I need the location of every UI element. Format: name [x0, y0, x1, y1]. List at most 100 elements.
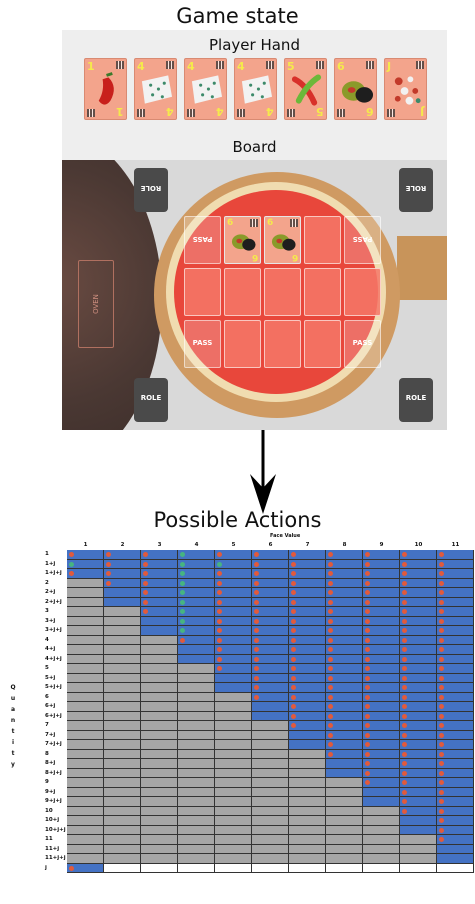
action-cell-available[interactable]: [141, 569, 178, 579]
action-cell-available[interactable]: [400, 673, 437, 683]
action-cell-available[interactable]: [178, 559, 215, 569]
action-cell-available[interactable]: [289, 626, 326, 636]
action-cell-available[interactable]: [363, 664, 400, 674]
action-cell-available[interactable]: [326, 616, 363, 626]
action-cell-available[interactable]: [252, 559, 289, 569]
action-cell-available[interactable]: [141, 550, 178, 560]
action-cell-available[interactable]: [437, 635, 474, 645]
action-cell-available[interactable]: [363, 721, 400, 731]
action-cell-available[interactable]: [400, 702, 437, 712]
action-cell-available[interactable]: [400, 588, 437, 598]
action-cell-available[interactable]: [437, 673, 474, 683]
action-cell-available[interactable]: [326, 569, 363, 579]
role-card-top-left[interactable]: ROLE: [134, 168, 168, 212]
action-cell-available[interactable]: [215, 559, 252, 569]
action-cell-available[interactable]: [215, 569, 252, 579]
action-cell-available[interactable]: [363, 559, 400, 569]
action-cell-available[interactable]: [252, 550, 289, 560]
action-cell-available[interactable]: [252, 626, 289, 636]
action-cell-available[interactable]: [400, 711, 437, 721]
action-cell-available[interactable]: [400, 654, 437, 664]
action-cell-available[interactable]: [437, 730, 474, 740]
action-cell-available[interactable]: [178, 569, 215, 579]
action-cell-available[interactable]: [363, 759, 400, 769]
action-cell-available[interactable]: [363, 607, 400, 617]
action-cell-available[interactable]: [400, 626, 437, 636]
action-cell-available[interactable]: [252, 673, 289, 683]
action-cell-available[interactable]: [252, 607, 289, 617]
action-cell-available[interactable]: [178, 588, 215, 598]
action-cell-available[interactable]: [252, 616, 289, 626]
action-cell-available[interactable]: [400, 683, 437, 693]
action-cell-available[interactable]: [363, 626, 400, 636]
action-cell-available[interactable]: [400, 806, 437, 816]
action-cell-available[interactable]: [178, 616, 215, 626]
action-cell-available[interactable]: [437, 683, 474, 693]
action-cell-available[interactable]: [289, 645, 326, 655]
action-cell-available[interactable]: [326, 730, 363, 740]
action-cell-available[interactable]: [289, 673, 326, 683]
action-cell-available[interactable]: [141, 559, 178, 569]
action-cell-available[interactable]: [400, 740, 437, 750]
action-cell-available[interactable]: [326, 578, 363, 588]
action-cell-available[interactable]: [437, 768, 474, 778]
action-cell-available[interactable]: [437, 787, 474, 797]
action-cell-available[interactable]: [363, 673, 400, 683]
action-cell-available[interactable]: [400, 578, 437, 588]
action-cell-available[interactable]: [215, 654, 252, 664]
oven-door[interactable]: [78, 260, 114, 348]
action-cell-available[interactable]: [178, 550, 215, 560]
action-cell-available[interactable]: [363, 778, 400, 788]
action-cell-available[interactable]: [363, 768, 400, 778]
board-slot-r2-c3[interactable]: [264, 268, 301, 316]
action-cell-available[interactable]: [326, 692, 363, 702]
action-cell-available[interactable]: [289, 559, 326, 569]
action-cell-available[interactable]: [326, 626, 363, 636]
action-cell-available[interactable]: [400, 759, 437, 769]
action-cell-available[interactable]: [252, 578, 289, 588]
action-cell-available[interactable]: [400, 787, 437, 797]
pass-slot[interactable]: PASS: [344, 320, 381, 368]
action-cell-available[interactable]: [400, 778, 437, 788]
action-cell-available[interactable]: [400, 797, 437, 807]
action-cell-available[interactable]: [104, 569, 141, 579]
board-slot-r2-c1[interactable]: [184, 268, 221, 316]
pass-slot[interactable]: PASS: [184, 216, 221, 264]
action-cell-available[interactable]: [215, 645, 252, 655]
action-cell-available[interactable]: [437, 645, 474, 655]
action-cell-available[interactable]: [363, 588, 400, 598]
board-slot-r2-c2[interactable]: [224, 268, 261, 316]
action-cell-available[interactable]: [67, 559, 104, 569]
action-cell-available[interactable]: [437, 588, 474, 598]
action-cell-available[interactable]: [289, 702, 326, 712]
action-cell-available[interactable]: [289, 721, 326, 731]
action-cell-available[interactable]: [67, 863, 104, 873]
action-cell-available[interactable]: [437, 749, 474, 759]
action-cell-available[interactable]: [252, 597, 289, 607]
action-cell-available[interactable]: [363, 635, 400, 645]
action-cell-available[interactable]: [363, 711, 400, 721]
action-cell-available[interactable]: [437, 569, 474, 579]
action-cell-available[interactable]: [289, 597, 326, 607]
action-cell-available[interactable]: [326, 702, 363, 712]
action-cell-available[interactable]: [215, 550, 252, 560]
action-cell-available[interactable]: [437, 816, 474, 826]
action-cell-available[interactable]: [178, 597, 215, 607]
action-cell-available[interactable]: [437, 835, 474, 845]
action-cell-available[interactable]: [252, 635, 289, 645]
action-cell-available[interactable]: [252, 683, 289, 693]
action-cell-available[interactable]: [400, 569, 437, 579]
action-cell-available[interactable]: [363, 683, 400, 693]
role-card-bottom-right[interactable]: ROLE: [399, 378, 433, 422]
action-cell-available[interactable]: [437, 559, 474, 569]
action-cell-available[interactable]: [363, 740, 400, 750]
action-cell-available[interactable]: [437, 778, 474, 788]
action-cell-available[interactable]: [326, 673, 363, 683]
